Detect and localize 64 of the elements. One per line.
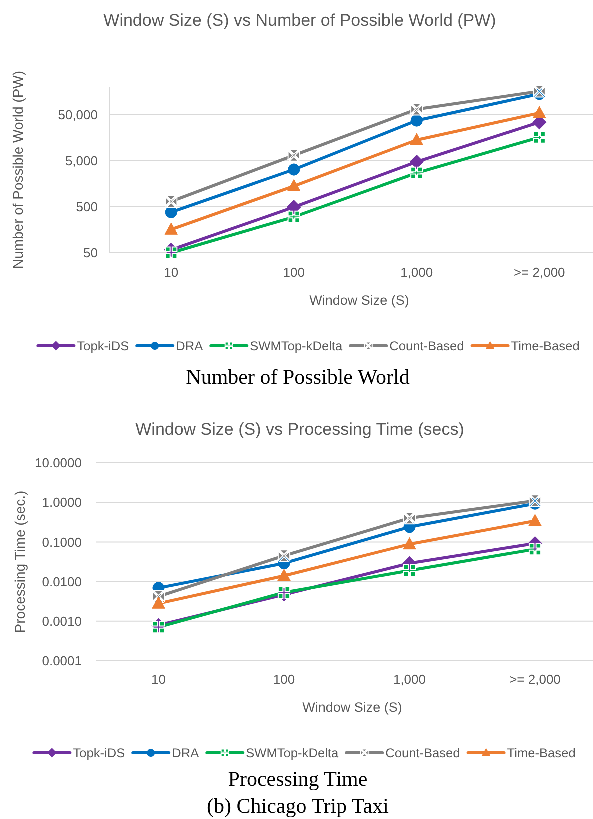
point — [288, 210, 300, 224]
chart-title: Window Size (S) vs Processing Time (secs) — [136, 420, 464, 439]
x-tick-label: >= 2,000 — [510, 672, 561, 687]
point — [288, 149, 300, 162]
point — [287, 179, 301, 192]
text: Processing Time — [228, 767, 368, 791]
y-axis-title: Processing Time (sec.) — [12, 490, 28, 634]
x-tick-label: 100 — [273, 672, 296, 687]
text: Number of Possible World — [186, 365, 410, 389]
x-tick-label: 1,000 — [393, 672, 426, 687]
point — [152, 620, 166, 634]
y-tick-label: 50,000 — [58, 107, 98, 122]
point — [165, 246, 178, 260]
x-tick-label: 100 — [283, 265, 305, 280]
point — [403, 537, 416, 550]
legend-label: SWMTop-kDelta — [250, 338, 344, 354]
point — [165, 195, 178, 208]
y-tick-label: 50 — [84, 246, 98, 261]
legend-label: Time-Based — [511, 338, 580, 354]
legend-label: Count-Based — [390, 338, 464, 354]
point — [403, 564, 416, 578]
y-tick-label: 5,000 — [65, 153, 98, 168]
point — [278, 550, 291, 562]
point — [532, 106, 546, 118]
legend-label: DRA — [176, 338, 204, 354]
point — [410, 166, 424, 180]
x-axis-title: Window Size (S) — [302, 700, 402, 715]
legend-label: Time-Based — [507, 745, 576, 760]
y-tick-label: 500 — [76, 199, 98, 214]
y-tick-label: 0.1000 — [42, 534, 82, 550]
point — [410, 103, 424, 116]
legend-label: SWMTop-kDelta — [246, 745, 340, 760]
y-tick-label: 0.0001 — [42, 654, 82, 669]
point — [533, 85, 546, 98]
x-tick-label: >= 2,000 — [514, 265, 566, 280]
point — [528, 494, 542, 508]
chart-title: Window Size (S) vs Number of Possible World (PW) — [104, 11, 496, 30]
y-tick-label: 0.0100 — [42, 574, 82, 590]
legend-label: Count-Based — [386, 745, 460, 760]
y-axis-title: Number of Possible World (PW) — [10, 70, 26, 270]
point — [410, 133, 424, 146]
point — [286, 200, 302, 215]
point — [528, 543, 542, 556]
y-tick-label: 1.0000 — [42, 495, 82, 510]
x-tick-label: 10 — [152, 672, 166, 687]
y-tick-label: 0.0010 — [42, 614, 82, 629]
point — [152, 596, 166, 609]
legend-label: Topk-iDS — [73, 745, 126, 760]
point — [278, 586, 291, 600]
y-tick-label: 10.0000 — [35, 456, 82, 471]
point — [528, 514, 542, 526]
point — [410, 114, 423, 127]
legend-label: DRA — [172, 745, 200, 760]
x-tick-label: 1,000 — [400, 265, 434, 280]
legend-label: Topk-iDS — [77, 338, 130, 354]
x-axis-title: Window Size (S) — [310, 293, 410, 308]
point — [403, 512, 416, 525]
point — [164, 222, 178, 235]
point — [533, 131, 546, 144]
point — [410, 154, 424, 170]
x-tick-label: 10 — [164, 265, 179, 280]
point — [278, 569, 291, 582]
text: (b) Chicago Trip Taxi — [207, 794, 390, 818]
point — [288, 164, 300, 176]
